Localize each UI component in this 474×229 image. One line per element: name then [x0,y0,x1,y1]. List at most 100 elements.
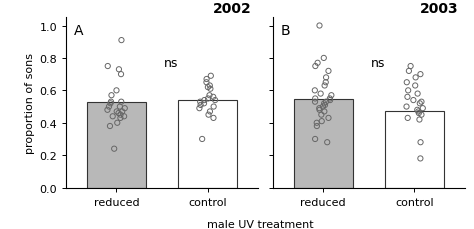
Point [107,102,114,106]
Point [203,81,210,85]
Text: ns: ns [371,57,385,70]
Bar [293,100,353,188]
Point [314,62,321,65]
Point [206,110,214,114]
Bar [178,101,237,188]
Point [320,110,328,114]
Point [196,100,204,104]
Point [113,89,120,93]
Bar [385,112,444,188]
Point [416,118,423,122]
Point [203,78,210,82]
Point [116,105,124,109]
Point [311,65,319,68]
Point [415,112,423,115]
Point [197,104,204,107]
Point [311,89,319,93]
Point [412,76,419,80]
Point [117,117,124,120]
Point [326,99,334,102]
Y-axis label: proportion of sons: proportion of sons [26,53,36,153]
Point [404,117,411,120]
Point [113,110,120,114]
Point [418,113,425,117]
Point [204,86,212,90]
Point [322,76,330,80]
Point [210,117,217,120]
Point [117,113,124,117]
Point [104,109,111,112]
Point [413,109,421,112]
Point [321,84,328,88]
Point [410,99,417,102]
Point [121,107,128,111]
Text: 2003: 2003 [420,2,459,16]
Point [326,97,334,101]
Text: B: B [281,23,291,37]
Point [113,121,121,125]
Point [417,157,424,161]
Point [318,120,326,123]
Point [419,107,427,111]
Point [325,117,332,120]
Point [322,81,329,85]
Text: ns: ns [164,57,178,70]
Point [115,112,122,115]
Point [318,113,325,117]
Point [311,100,319,104]
Point [415,110,422,114]
Point [115,68,123,72]
Text: 2002: 2002 [213,2,252,16]
Point [206,94,213,98]
Point [311,97,319,101]
Point [313,121,320,125]
Point [311,138,319,141]
Point [411,84,419,88]
Point [404,89,412,93]
Point [118,100,125,104]
Point [322,100,330,104]
Point [117,73,125,77]
Point [200,102,208,106]
Point [201,99,208,102]
Point [403,105,410,109]
Point [417,141,424,144]
Point [316,25,323,28]
Point [404,95,411,99]
Point [204,97,212,101]
Bar [87,102,146,188]
Point [118,39,125,43]
Point [321,104,329,107]
Point [313,125,320,128]
Point [211,99,219,102]
Point [198,138,206,141]
Point [418,100,425,104]
Point [316,109,323,112]
Point [416,102,424,106]
Point [104,65,111,68]
Point [403,81,410,85]
Point [407,65,414,68]
Point [106,125,114,128]
Point [120,115,128,119]
Point [108,94,115,98]
Point [118,110,126,114]
Point [323,141,331,144]
Point [210,105,218,109]
Point [417,73,424,77]
Point [207,87,214,91]
Point [207,75,215,78]
Point [320,102,328,106]
Text: A: A [74,23,83,37]
Point [319,105,327,109]
Point [316,107,323,111]
Point [105,105,113,109]
Point [107,100,115,104]
Point [414,92,421,96]
Point [317,92,324,96]
Point [206,84,214,88]
Point [325,70,332,74]
Point [110,147,118,151]
Point [320,57,328,60]
Point [405,70,413,74]
